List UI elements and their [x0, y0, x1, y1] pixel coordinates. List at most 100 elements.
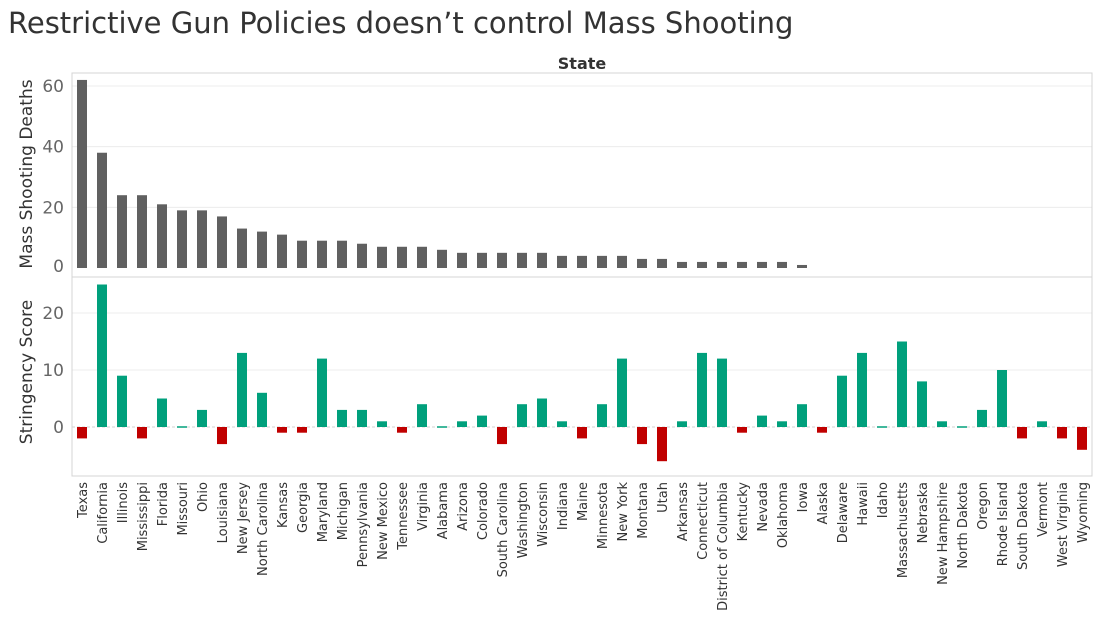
x-tick-label: District of Columbia	[716, 482, 731, 611]
bar-stringency-oklahoma	[777, 421, 787, 427]
bar-stringency-florida	[157, 398, 167, 427]
x-tick-label: Tennessee	[396, 482, 411, 551]
x-tick-label: Colorado	[476, 482, 491, 540]
bar-deaths-maryland	[317, 240, 327, 268]
bar-stringency-massachusetts	[897, 341, 907, 427]
x-tick-label: Mississippi	[136, 482, 151, 551]
bar-stringency-west-virginia	[1057, 427, 1067, 439]
state-labels: Texas California Illinois Mississippi Florid…	[76, 482, 1091, 611]
x-tick-label: Michigan	[336, 482, 351, 540]
bar-deaths-colorado	[477, 252, 487, 268]
bar-deaths-utah	[657, 258, 667, 268]
y-axis-title-deaths: Mass Shooting Deaths	[17, 79, 37, 268]
bar-stringency-indiana	[557, 421, 567, 427]
x-tick-label: Connecticut	[696, 482, 711, 560]
x-tick-label: North Carolina	[256, 482, 271, 576]
bar-deaths-washington	[517, 252, 527, 268]
bar-stringency-wyoming	[1077, 427, 1087, 450]
bar-stringency-idaho	[877, 426, 887, 428]
x-tick-label: Rhode Island	[996, 482, 1011, 566]
x-tick-label: South Dakota	[1016, 482, 1031, 570]
x-tick-label: Alaska	[816, 482, 831, 525]
stringency-bars	[77, 284, 1087, 462]
bar-stringency-delaware	[837, 375, 847, 427]
bar-deaths-district-of-columbia	[717, 261, 727, 268]
y-tick-stringency: 0	[53, 418, 64, 438]
axis-layer: 0 20 40 60 0 10 20	[42, 77, 64, 438]
x-tick-label: Florida	[156, 482, 171, 526]
bar-stringency-mississippi	[137, 427, 147, 439]
x-tick-label: Indiana	[556, 482, 571, 530]
x-tick-label: New Jersey	[236, 482, 251, 554]
x-tick-label: Illinois	[116, 482, 131, 523]
bar-stringency-california	[97, 284, 107, 427]
x-tick-label: Oregon	[976, 482, 991, 530]
x-tick-label: Ohio	[196, 482, 211, 512]
bar-deaths-louisiana	[217, 216, 227, 268]
x-tick-label: Pennsylvania	[356, 482, 371, 567]
bar-stringency-kentucky	[737, 427, 747, 433]
bar-deaths-alabama	[437, 249, 447, 268]
bar-stringency-arizona	[457, 421, 467, 427]
x-tick-label: Hawaii	[856, 482, 871, 526]
x-tick-label: Missouri	[176, 482, 191, 536]
x-tick-label: Texas	[76, 482, 91, 519]
x-tick-label: Arkansas	[676, 482, 691, 541]
x-tick-label: Maryland	[316, 482, 331, 542]
bar-deaths-new-mexico	[377, 246, 387, 268]
bar-deaths-texas	[77, 79, 87, 268]
frame-layer	[71, 72, 1093, 477]
x-tick-label: Nebraska	[916, 482, 931, 543]
bar-deaths-tennessee	[397, 246, 407, 268]
bar-stringency-vermont	[1037, 421, 1047, 427]
bar-deaths-oklahoma	[777, 261, 787, 268]
bar-deaths-minnesota	[597, 255, 607, 268]
bar-deaths-pennsylvania	[357, 243, 367, 268]
bar-deaths-south-carolina	[497, 252, 507, 268]
x-tick-label: Wyoming	[1076, 482, 1091, 543]
bar-stringency-virginia	[417, 404, 427, 427]
bar-stringency-iowa	[797, 404, 807, 427]
bar-deaths-mississippi	[137, 195, 147, 268]
x-tick-label: New Mexico	[376, 482, 391, 560]
bar-deaths-north-carolina	[257, 231, 267, 268]
bar-stringency-tennessee	[397, 427, 407, 433]
bar-stringency-north-dakota	[957, 426, 967, 428]
y-tick-stringency: 20	[42, 304, 64, 324]
bar-deaths-arkansas	[677, 261, 687, 268]
deaths-bars	[77, 79, 807, 268]
bar-deaths-arizona	[457, 252, 467, 268]
bar-stringency-hawaii	[857, 352, 867, 427]
x-tick-label: New Hampshire	[936, 482, 951, 585]
x-tick-label: Iowa	[796, 482, 811, 512]
bar-deaths-illinois	[117, 195, 127, 268]
x-tick-label: Oklahoma	[776, 482, 791, 548]
x-tick-label: Kentucky	[736, 482, 751, 542]
x-tick-label: Nevada	[756, 482, 771, 532]
bar-stringency-montana	[637, 427, 647, 445]
bar-stringency-washington	[517, 404, 527, 427]
pane-frame-stringency	[71, 276, 1093, 477]
y-tick-deaths: 40	[42, 138, 64, 158]
x-tick-label: Vermont	[1036, 482, 1051, 537]
x-tick-label: Utah	[656, 482, 671, 513]
x-tick-label: Georgia	[296, 482, 311, 533]
x-tick-label: Arizona	[456, 482, 471, 531]
bar-stringency-new-jersey	[237, 352, 247, 427]
bar-stringency-louisiana	[217, 427, 227, 445]
bar-stringency-district-of-columbia	[717, 358, 727, 427]
bar-stringency-utah	[657, 427, 667, 462]
bar-stringency-texas	[77, 427, 87, 439]
bar-stringency-alaska	[817, 427, 827, 433]
y-tick-stringency: 10	[42, 361, 64, 381]
bar-deaths-missouri	[177, 210, 187, 268]
bar-stringency-oregon	[977, 409, 987, 427]
y-tick-deaths: 60	[42, 77, 64, 97]
y-tick-deaths: 20	[42, 198, 64, 218]
bar-stringency-new-york	[617, 358, 627, 427]
bar-stringency-maine	[577, 427, 587, 439]
bar-deaths-kentucky	[737, 261, 747, 268]
x-tick-label: Montana	[636, 482, 651, 539]
bar-stringency-kansas	[277, 427, 287, 433]
